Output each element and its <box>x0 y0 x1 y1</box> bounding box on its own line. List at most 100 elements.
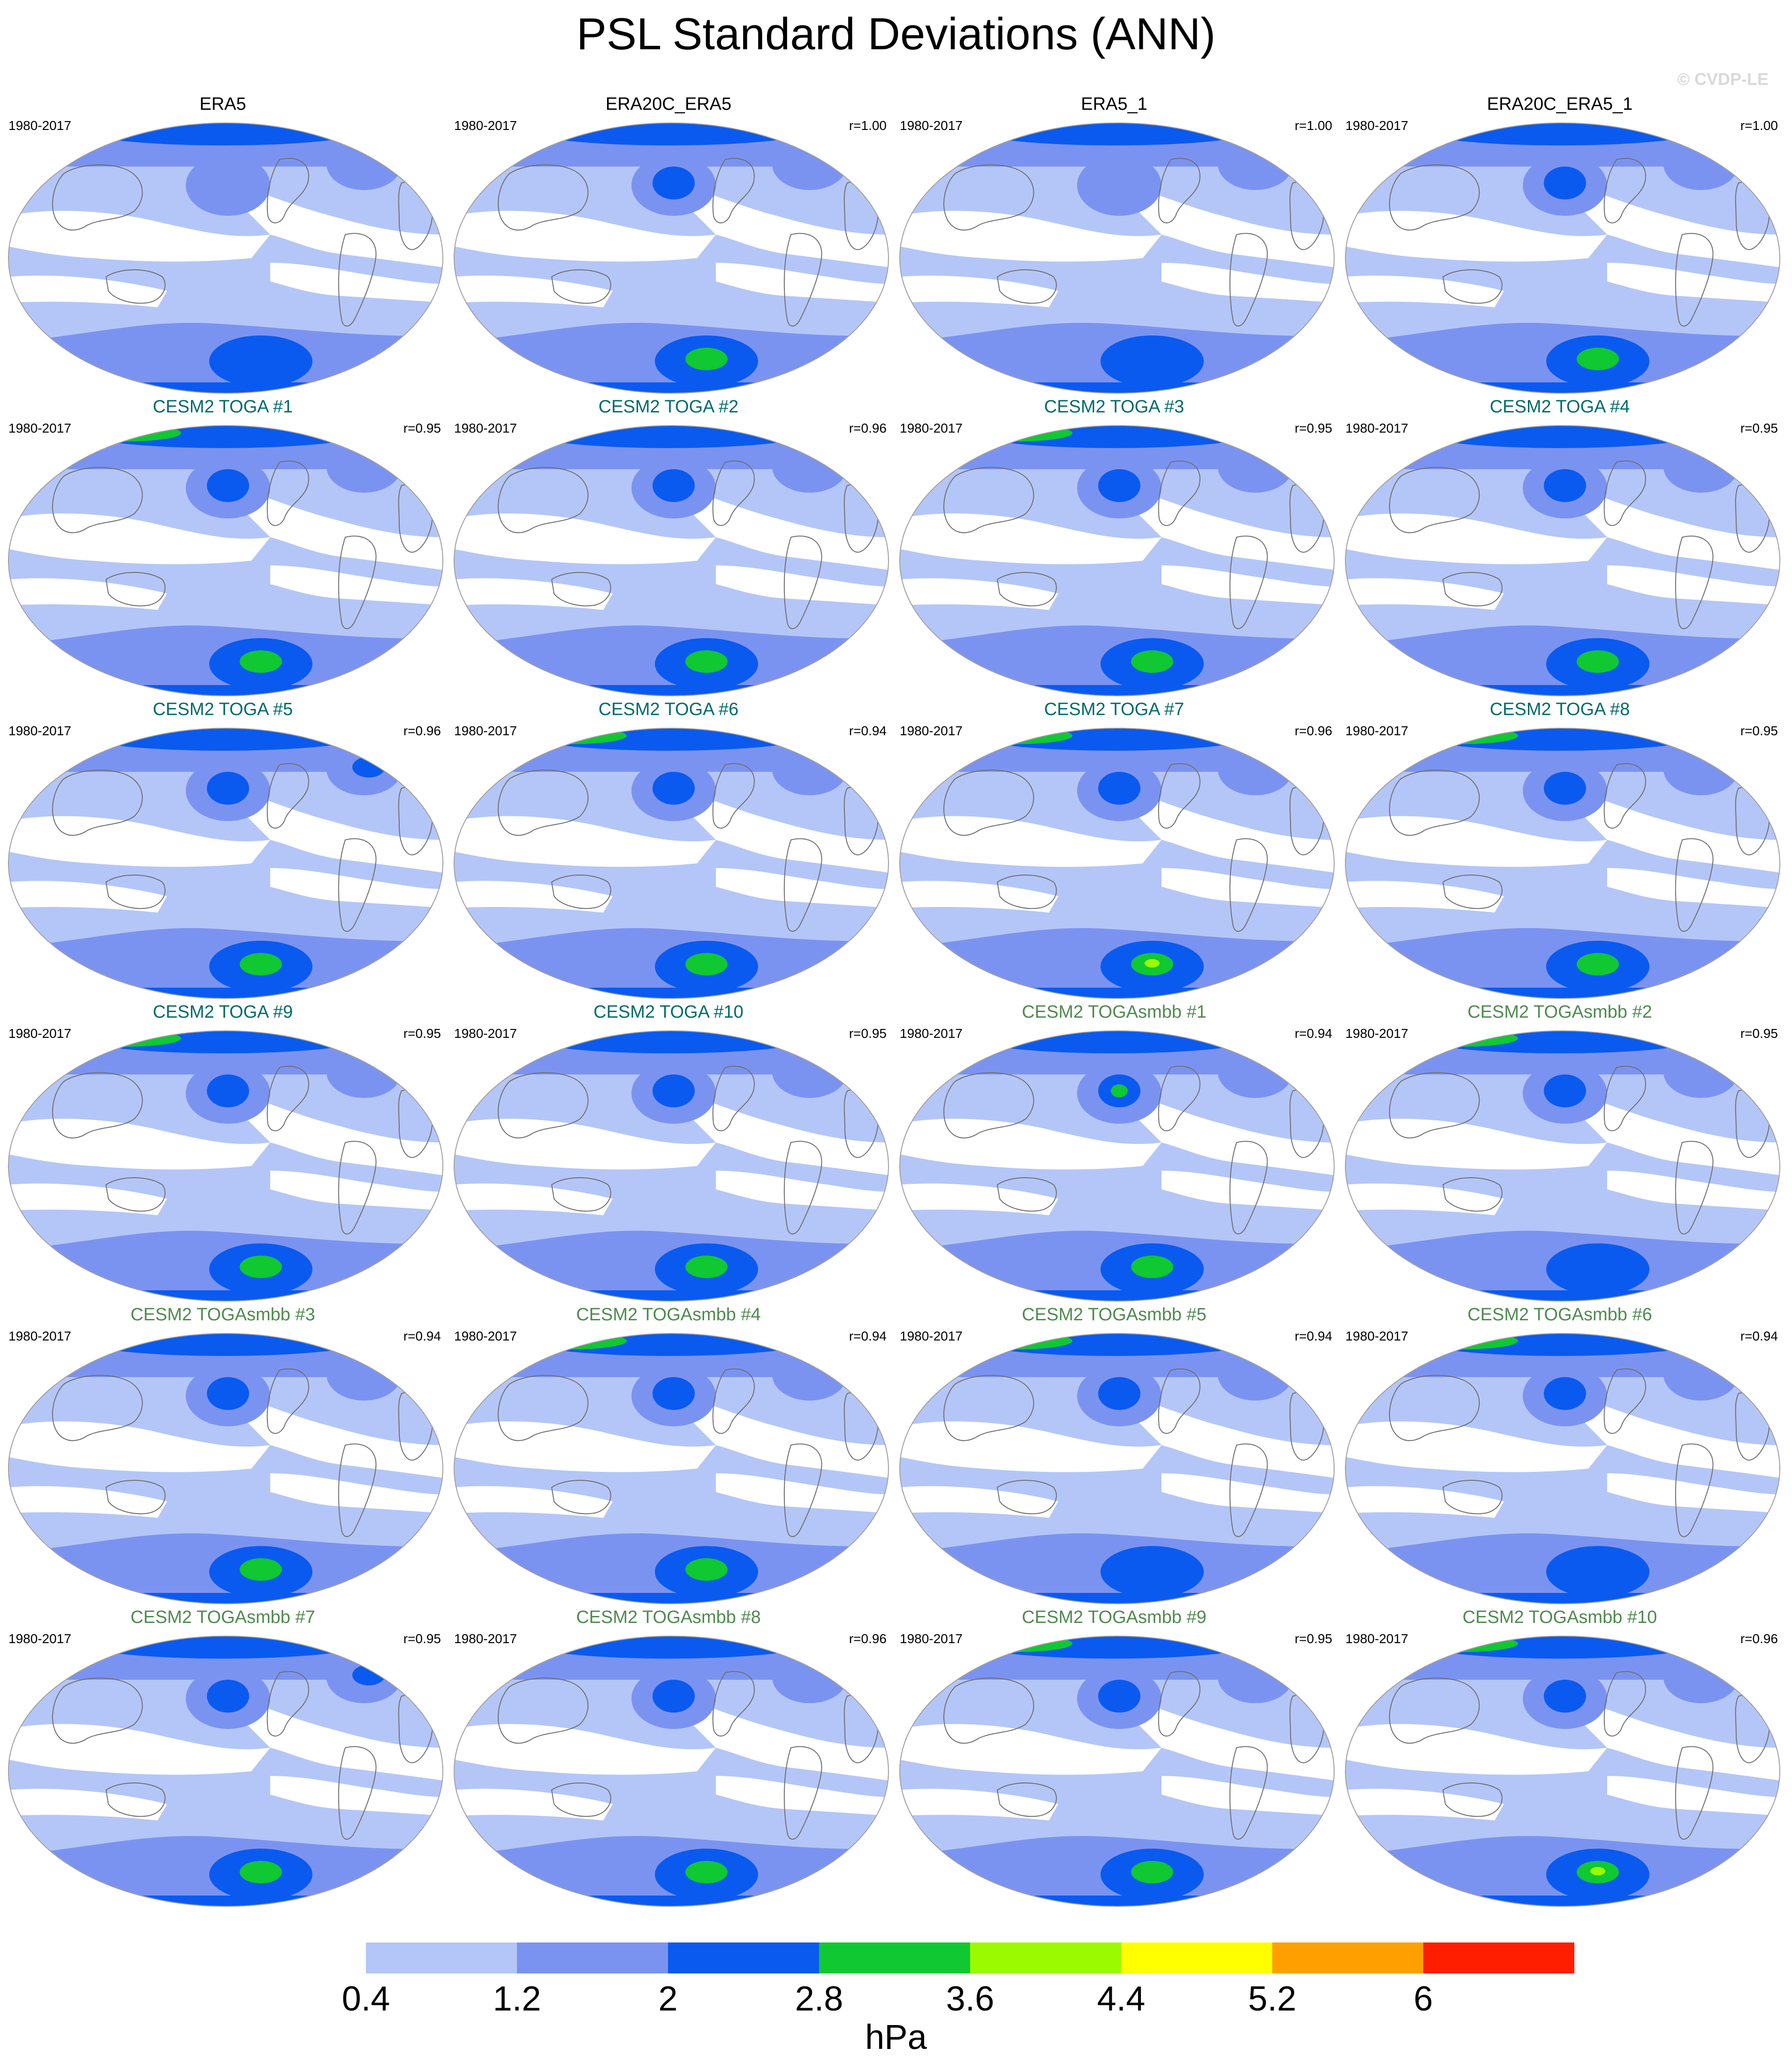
north-atlantic-center <box>327 1046 402 1098</box>
level-band-white <box>454 816 716 867</box>
south-polar-band <box>8 1290 443 1301</box>
level-band-white <box>1345 1183 1504 1215</box>
north-atlantic-center <box>1218 1349 1293 1401</box>
panel-correlation: r=0.94 <box>849 1329 887 1343</box>
north-polar-max <box>1405 1031 1518 1047</box>
panel-period: 1980-2017 <box>454 724 517 738</box>
panel-title: CESM2 TOGA #5 <box>152 700 293 719</box>
level-band-white <box>1345 816 1607 867</box>
level-band-white <box>1162 263 1334 303</box>
level-band-white <box>716 1473 888 1513</box>
south-polar-band <box>8 988 443 998</box>
south-polar-band <box>900 1290 1334 1301</box>
south-polar-band <box>1345 1593 1780 1604</box>
north-polar-max <box>68 1031 181 1047</box>
north-pacific-center <box>1077 155 1162 216</box>
coastlines <box>1389 1671 1770 1840</box>
panel-period: 1980-2017 <box>8 421 71 435</box>
level-band-white <box>1162 1171 1334 1211</box>
map-outline <box>8 122 443 394</box>
level-band-white <box>1162 1473 1334 1513</box>
level-band-white <box>454 1789 613 1820</box>
panel-period: 1980-2017 <box>900 1631 963 1646</box>
map-outline <box>899 122 1335 394</box>
map-panel: CESM2 TOGA #9 1980-2017 r=0.95 <box>0 1002 446 1302</box>
south-polar-band <box>454 1896 888 1906</box>
north-polar-max <box>960 1031 1269 1053</box>
panel-period: 1980-2017 <box>900 1026 963 1041</box>
map-panel: CESM2 TOGA #8 1980-2017 r=0.95 <box>1337 699 1783 999</box>
map-outline <box>454 1333 889 1604</box>
panel-correlation: r=0.94 <box>849 724 887 738</box>
north-pacific-center <box>1544 469 1586 502</box>
map-outline <box>454 1030 889 1302</box>
level-band-white <box>270 868 443 908</box>
coastlines <box>1389 763 1770 932</box>
north-atlantic-center <box>1663 441 1739 493</box>
level-band-white <box>454 1183 613 1215</box>
panel-period: 1980-2017 <box>900 1329 963 1343</box>
panel-period: 1980-2017 <box>1345 1631 1408 1646</box>
panel-title: CESM2 TOGA #7 <box>1044 700 1185 719</box>
panel-title: CESM2 TOGAsmbb #8 <box>576 1607 761 1627</box>
panel-correlation: r=0.96 <box>1294 724 1332 738</box>
map-outline <box>1345 728 1780 999</box>
map-outline <box>899 1333 1335 1604</box>
panel-period: 1980-2017 <box>1345 1026 1408 1041</box>
panel-period: 1980-2017 <box>454 421 517 435</box>
coastlines <box>943 1671 1324 1840</box>
level-band-white <box>900 1183 1058 1215</box>
north-polar-max <box>68 123 378 145</box>
level-band-white <box>1551 784 1780 873</box>
level-band-white <box>716 263 888 303</box>
level-band-white <box>716 1776 888 1816</box>
north-atlantic-center <box>1663 1652 1739 1703</box>
map-ellipse <box>454 1636 889 1907</box>
colorbar-swatch <box>215 1942 366 1973</box>
level-band-white <box>270 1171 443 1211</box>
map-ellipse <box>899 425 1335 696</box>
north-polar-max <box>1405 1636 1518 1652</box>
panel-correlation: r=0.95 <box>403 1026 441 1041</box>
panel-correlation: r=0.96 <box>1740 1631 1778 1646</box>
level-band-white <box>660 481 888 570</box>
level-band-white <box>660 1691 888 1781</box>
level-band-white <box>8 513 270 564</box>
level-band-white <box>900 211 1162 262</box>
south-polar-band <box>8 382 443 393</box>
level-band-white <box>716 1171 888 1211</box>
north-polar-max <box>514 426 824 448</box>
map-ellipse <box>454 122 889 394</box>
map-ellipse <box>899 1333 1335 1604</box>
level-band-white <box>900 513 1162 564</box>
level-band-white <box>1551 1691 1780 1781</box>
north-atlantic-center <box>1218 1652 1293 1703</box>
map-outline <box>8 1636 443 1907</box>
level-band-white <box>900 1421 1162 1472</box>
panel-title: CESM2 TOGAsmbb #9 <box>1022 1607 1207 1627</box>
panel-title: CESM2 TOGA #4 <box>1489 397 1630 417</box>
figure-title: PSL Standard Deviations (ANN) <box>576 9 1216 59</box>
coastlines <box>943 763 1324 932</box>
level-band-white <box>716 868 888 908</box>
south-polar-band <box>900 685 1334 696</box>
level-band-white <box>8 881 167 913</box>
map-ellipse <box>454 1030 889 1302</box>
map-ellipse <box>899 728 1335 999</box>
panel-period: 1980-2017 <box>8 724 71 738</box>
north-atlantic-center <box>1663 1349 1739 1401</box>
level-band-white <box>8 211 270 262</box>
level-band-white <box>454 578 613 610</box>
level-band-white <box>1105 481 1334 570</box>
panel-title: CESM2 TOGA #1 <box>152 397 293 417</box>
panel-period: 1980-2017 <box>900 724 963 738</box>
north-atlantic-center <box>1218 441 1293 493</box>
map-panel: CESM2 TOGAsmbb #1 1980-2017 r=0.94 <box>891 1002 1337 1302</box>
south-polar-band <box>900 988 1334 998</box>
panel-title: CESM2 TOGA #9 <box>152 1002 293 1022</box>
north-pacific-center <box>1544 1377 1586 1410</box>
panel-correlation: r=0.96 <box>849 1631 887 1646</box>
level-band-white <box>8 816 270 867</box>
coastlines <box>1389 1368 1770 1537</box>
level-band-white <box>900 578 1058 610</box>
